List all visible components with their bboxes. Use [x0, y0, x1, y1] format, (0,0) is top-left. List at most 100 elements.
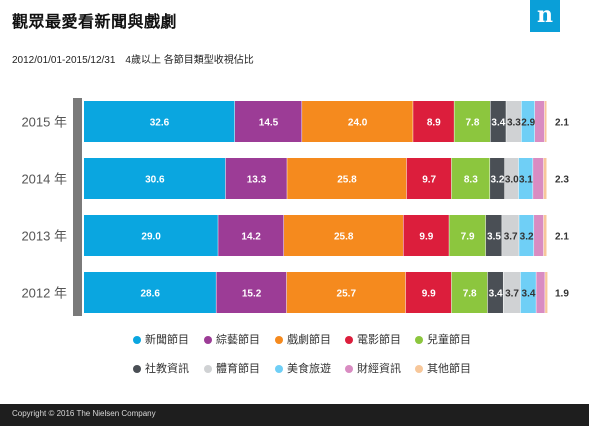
legend-item: 美食旅遊 [275, 363, 331, 375]
data-label: 32.6 [150, 118, 170, 129]
chart-subtitle: 2012/01/01-2015/12/31 4歲以上 各節目類型收視佔比 [12, 55, 254, 66]
bar-segment [520, 272, 537, 313]
stacked-bar-chart: 2015 年 32.6 14.5 24.0 8.9 7.8 3.4 3.3 2.9 2.12014… [21, 98, 569, 316]
legend-item: 戲劇節目 [275, 334, 331, 346]
legend-item: 財經資訊 [345, 363, 401, 375]
bar-segment [504, 158, 519, 199]
bar-segment [454, 101, 491, 142]
data-label: 14.5 [259, 118, 279, 129]
legend-item: 電影節目 [345, 334, 401, 346]
data-label: 8.9 [427, 118, 441, 129]
bar-segment [451, 158, 491, 199]
bar-segment [84, 158, 226, 199]
data-label: 7.8 [463, 289, 477, 300]
data-label: 25.8 [337, 175, 357, 186]
bar-segment [543, 215, 547, 256]
data-label: 3.4 [491, 118, 505, 129]
category-label: 2012 年 [21, 286, 67, 301]
legend-swatch [204, 336, 212, 344]
data-label: 3.7 [504, 232, 518, 243]
bar-segment [286, 272, 406, 313]
bar-segment [487, 272, 504, 313]
bar-segment [302, 101, 414, 142]
legend-swatch [345, 365, 353, 373]
data-label: 28.6 [140, 289, 160, 300]
data-label: 9.7 [422, 175, 436, 186]
bar-segment [544, 101, 547, 142]
legend-label: 綜藝節目 [216, 334, 260, 346]
nielsen-logo: n [530, 0, 560, 32]
data-label: 7.9 [461, 232, 475, 243]
legend-label: 美食旅遊 [287, 363, 331, 375]
bar-segment [403, 215, 450, 256]
bar-segment [84, 101, 235, 142]
category-label: 2015 年 [21, 115, 67, 130]
legend-swatch [415, 336, 423, 344]
bar-segment [287, 158, 407, 199]
legend-item: 其他節目 [415, 363, 471, 375]
category-label: 2013 年 [21, 229, 67, 244]
data-label: 8.3 [464, 175, 478, 186]
data-label: 25.7 [337, 289, 357, 300]
legend-label: 戲劇節目 [287, 334, 331, 346]
data-label: 3.4 [522, 289, 536, 300]
bar-segment [284, 215, 404, 256]
legend-label: 其他節目 [427, 363, 471, 375]
legend-label: 體育節目 [216, 363, 260, 375]
chart-title: 觀眾最愛看新聞與戲劇 [12, 14, 178, 31]
bar-segment [451, 272, 488, 313]
legend-item: 綜藝節目 [204, 334, 260, 346]
bar-segment [536, 272, 546, 313]
bar-segment [218, 215, 285, 256]
bar-segment [534, 215, 544, 256]
legend-item: 體育節目 [204, 363, 260, 375]
data-label: 29.0 [141, 232, 161, 243]
bar-segment [405, 272, 452, 313]
data-label: 24.0 [348, 118, 368, 129]
legend-label: 新聞節目 [145, 334, 189, 346]
footer: Copyright © 2016 The Nielsen Company [0, 404, 589, 426]
data-label: 3.0 [505, 175, 519, 186]
legend-swatch [133, 365, 141, 373]
bar-segment [502, 215, 520, 256]
bar-segment [519, 215, 535, 256]
data-label: 1.9 [555, 289, 569, 300]
legend-swatch [133, 336, 141, 344]
data-label: 15.2 [242, 289, 262, 300]
data-label: 3.3 [507, 118, 521, 129]
data-label: 3.2 [520, 232, 534, 243]
bar-segment [518, 158, 534, 199]
category-axis-bar [73, 98, 82, 316]
bar-segment [485, 215, 503, 256]
data-label: 2.9 [521, 118, 535, 129]
data-label: 3.7 [505, 289, 519, 300]
bar-segment [490, 101, 507, 142]
bar-segment [534, 101, 545, 142]
bar-segment [216, 272, 287, 313]
legend-swatch [275, 336, 283, 344]
bar-segment [490, 158, 505, 199]
legend-item: 新聞節目 [133, 334, 189, 346]
data-label: 3.2 [491, 175, 505, 186]
legend-item: 社教資訊 [133, 363, 189, 375]
category-label: 2014 年 [21, 172, 67, 187]
data-label: 14.2 [241, 232, 261, 243]
legend-label: 財經資訊 [357, 363, 401, 375]
data-label: 9.9 [419, 232, 433, 243]
data-label: 3.5 [487, 232, 501, 243]
bar-segment [406, 158, 452, 199]
bar-segment [234, 101, 303, 142]
legend-swatch [345, 336, 353, 344]
legend-label: 兒童節目 [427, 334, 471, 346]
data-label: 9.9 [422, 289, 436, 300]
bar-segment [543, 158, 547, 199]
bar-segment [545, 272, 548, 313]
data-label: 2.1 [555, 118, 569, 129]
legend-item: 兒童節目 [415, 334, 471, 346]
data-label: 2.1 [555, 232, 569, 243]
bar-segment [84, 215, 219, 256]
legend-swatch [204, 365, 212, 373]
legend-label: 社教資訊 [145, 363, 189, 375]
bar-segment [503, 272, 521, 313]
bar-segment [533, 158, 544, 199]
